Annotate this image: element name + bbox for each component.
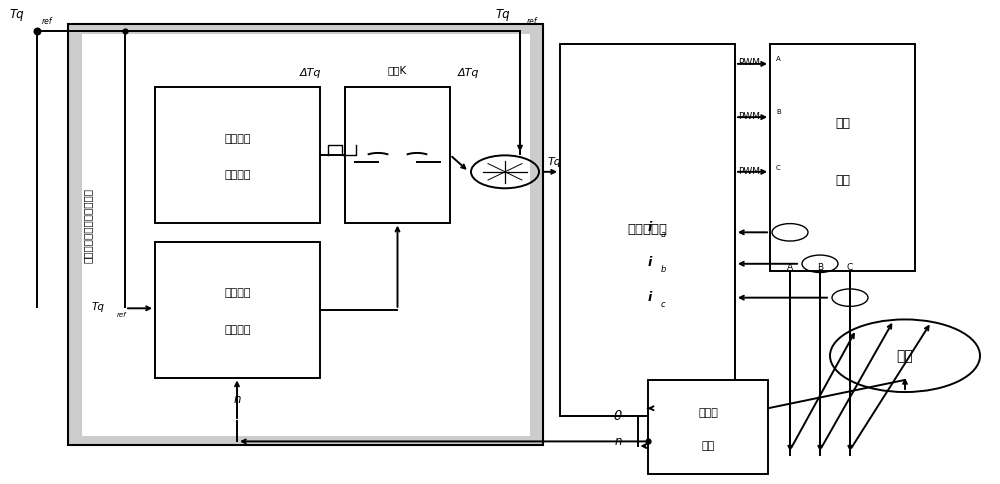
Text: n: n	[233, 393, 241, 406]
Text: PWM: PWM	[738, 112, 760, 121]
Text: ref: ref	[527, 17, 538, 26]
Text: 电机堵转: 电机堵转	[224, 288, 251, 299]
Text: 电机: 电机	[897, 349, 913, 363]
Text: b: b	[661, 265, 666, 274]
Text: Tq: Tq	[496, 8, 511, 21]
Text: 位置传: 位置传	[698, 408, 718, 418]
Text: C: C	[776, 165, 781, 171]
Text: 元件: 元件	[835, 174, 850, 186]
Text: 判断单元: 判断单元	[224, 325, 251, 335]
Text: ref: ref	[117, 312, 127, 318]
Text: B: B	[776, 109, 781, 115]
Bar	[560, 44, 735, 416]
Bar	[345, 87, 450, 223]
Bar	[82, 34, 530, 436]
Text: PWM: PWM	[738, 167, 760, 176]
Text: PWM: PWM	[738, 59, 760, 67]
Text: 发生单元: 发生单元	[224, 170, 251, 180]
Text: 开关K: 开关K	[388, 65, 407, 75]
Text: c: c	[661, 301, 666, 309]
Text: ΔTq: ΔTq	[299, 68, 321, 77]
Text: Tq: Tq	[10, 8, 25, 21]
Text: a: a	[661, 230, 666, 239]
Text: A: A	[787, 263, 793, 272]
Text: 电机堵转状态下的处理装置: 电机堵转状态下的处理装置	[83, 188, 93, 262]
Bar	[648, 380, 768, 474]
Bar	[155, 242, 320, 378]
Text: ΔTq: ΔTq	[457, 68, 479, 77]
Text: n: n	[614, 435, 622, 448]
Text: C: C	[847, 263, 853, 272]
Text: Tq: Tq	[92, 302, 105, 312]
Text: i: i	[648, 291, 652, 304]
Text: Tq: Tq	[548, 157, 562, 167]
Bar	[770, 44, 915, 271]
Text: 感器: 感器	[701, 441, 715, 451]
Text: i: i	[648, 221, 652, 234]
Bar	[155, 87, 320, 223]
Text: 矢量控制器: 矢量控制器	[628, 224, 668, 236]
Bar	[68, 24, 543, 445]
Text: i: i	[648, 256, 652, 269]
Text: ref: ref	[42, 17, 52, 26]
Text: A: A	[776, 56, 781, 62]
Text: 功率: 功率	[835, 117, 850, 130]
Text: θ: θ	[614, 410, 622, 423]
Text: B: B	[817, 263, 823, 272]
Text: 扭矩变动: 扭矩变动	[224, 134, 251, 144]
